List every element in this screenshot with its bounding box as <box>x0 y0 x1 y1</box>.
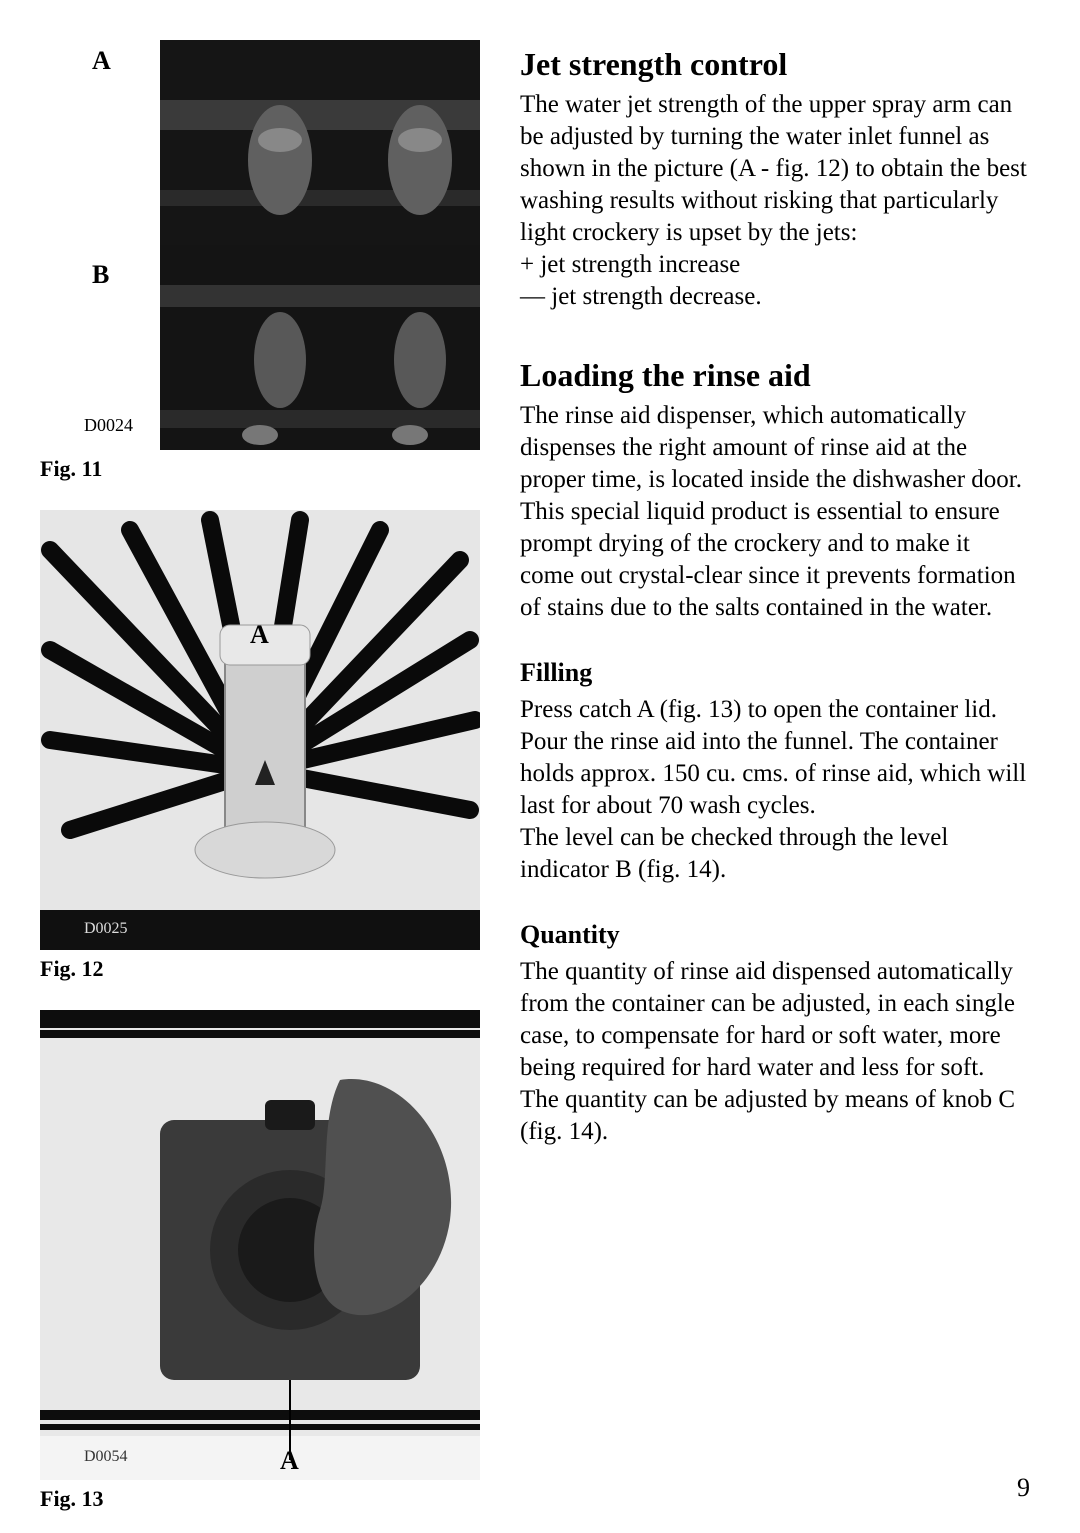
quantity-body-2: The quantity can be adjusted by means of… <box>520 1084 1030 1148</box>
heading-rinse-aid: Loading the rinse aid <box>520 357 1030 394</box>
jet-minus-line: — jet strength decrease. <box>520 281 1030 313</box>
heading-quantity: Quantity <box>520 920 1030 950</box>
figures-column: A B D0024 Fig. 11 <box>40 40 480 1518</box>
figure-11: A B D0024 Fig. 11 <box>40 40 480 482</box>
fig12-caption: Fig. 12 <box>40 956 480 982</box>
figure-12-image: A D0025 <box>40 510 480 950</box>
jet-plus-line: + jet strength increase <box>520 249 1030 281</box>
figure-12: A D0025 Fig. 12 <box>40 510 480 982</box>
figure-11-image: A B D0024 <box>40 40 480 450</box>
quantity-body-1: The quantity of rinse aid dispensed auto… <box>520 956 1030 1084</box>
page-layout: A B D0024 Fig. 11 <box>40 40 1030 1518</box>
figure-13-image: D0054 A <box>40 1010 480 1480</box>
jet-strength-body: The water jet strength of the upper spra… <box>520 89 1030 249</box>
fig13-caption: Fig. 13 <box>40 1486 480 1512</box>
fig11-caption: Fig. 11 <box>40 456 480 482</box>
fig12-svg <box>40 510 480 950</box>
fig11-label-b: B <box>92 260 109 290</box>
fig13-code: D0054 <box>84 1448 128 1466</box>
heading-jet-strength: Jet strength control <box>520 46 1030 83</box>
fig13-svg <box>40 1010 480 1480</box>
fig11-svg <box>40 40 480 450</box>
fig12-label-a: A <box>250 620 269 650</box>
figure-13: D0054 A Fig. 13 <box>40 1010 480 1512</box>
fig11-code: D0024 <box>84 415 133 436</box>
rinse-aid-body: The rinse aid dispenser, which automatic… <box>520 400 1030 624</box>
text-column: Jet strength control The water jet stren… <box>520 40 1030 1518</box>
fig12-code: D0025 <box>84 920 128 938</box>
filling-body-1: Press catch A (fig. 13) to open the cont… <box>520 694 1030 726</box>
filling-body-3: The level can be checked through the lev… <box>520 822 1030 886</box>
fig11-label-a: A <box>92 46 111 76</box>
page-number: 9 <box>1017 1473 1030 1503</box>
heading-filling: Filling <box>520 658 1030 688</box>
filling-body-2: Pour the rinse aid into the funnel. The … <box>520 726 1030 822</box>
fig13-label-a: A <box>280 1446 299 1476</box>
